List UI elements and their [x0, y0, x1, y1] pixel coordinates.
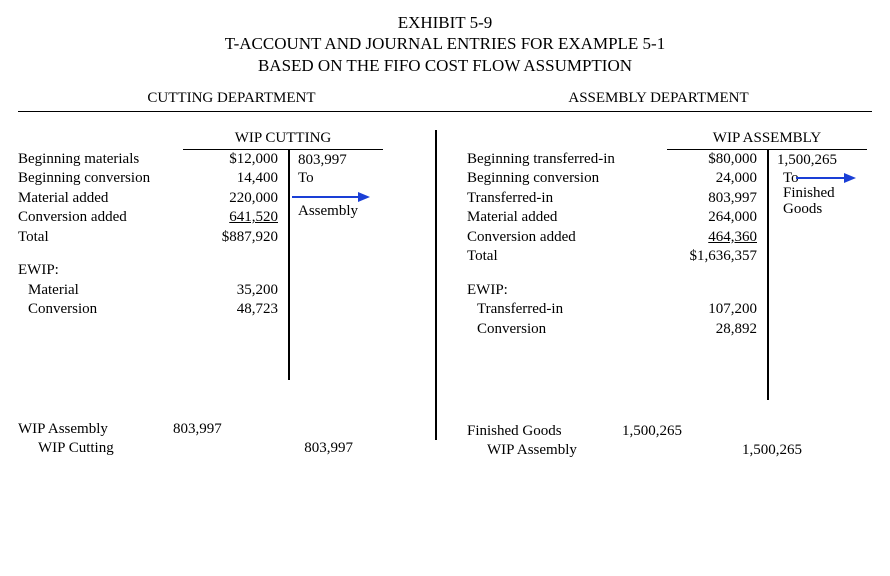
- cutting-credit-value: 803,997: [298, 152, 383, 169]
- assembly-ewip-transferred-label: Transferred-in: [467, 300, 672, 320]
- wip-cutting-title: WIP CUTTING: [183, 130, 383, 150]
- assembly-beg-transferred-value: $80,000: [672, 150, 767, 170]
- cutting-conversion-added-value: 641,520: [203, 208, 288, 228]
- cutting-beg-materials-value: $12,000: [203, 150, 288, 170]
- cutting-total-label: Total: [18, 228, 203, 248]
- cutting-material-added-label: Material added: [18, 189, 203, 209]
- cutting-journal-dr-amount: 803,997: [173, 420, 258, 440]
- assembly-beg-conversion-label: Beginning conversion: [467, 169, 672, 189]
- assembly-conversion-added-label: Conversion added: [467, 228, 672, 248]
- cutting-dept-title: CUTTING DEPARTMENT: [18, 90, 445, 107]
- assembly-ewip-conversion-value: 28,892: [672, 320, 767, 340]
- arrow-to-finished-goods-icon: [796, 172, 856, 184]
- assembly-ewip-title: EWIP:: [467, 281, 767, 301]
- cutting-ewip-material-value: 35,200: [203, 281, 288, 301]
- assembly-ewip-transferred-value: 107,200: [672, 300, 767, 320]
- wip-assembly-title: WIP ASSEMBLY: [667, 130, 867, 150]
- assembly-debit-side: Beginning transferred-in$80,000 Beginnin…: [467, 150, 767, 400]
- assembly-journal-dr-amount: 1,500,265: [622, 422, 707, 442]
- cutting-panel: WIP CUTTING Beginning materials$12,000 B…: [18, 130, 435, 461]
- assembly-credit-side: 1,500,265 To Finished Goods: [767, 150, 872, 400]
- arrow-to-assembly-icon: [292, 191, 370, 203]
- cutting-ewip-conversion-label: Conversion: [18, 300, 203, 320]
- cutting-journal-cr-account: WIP Cutting: [18, 439, 173, 459]
- assembly-dept-title: ASSEMBLY DEPARTMENT: [445, 90, 872, 107]
- assembly-credit-note-goods: Goods: [777, 200, 872, 219]
- cutting-ewip-conversion-value: 48,723: [203, 300, 288, 320]
- cutting-conversion-added-label: Conversion added: [18, 208, 203, 228]
- assembly-journal-cr-amount: 1,500,265: [707, 441, 802, 461]
- assembly-journal-entry: Finished Goods 1,500,265 WIP Assembly 1,…: [467, 422, 872, 461]
- cutting-credit-side: 803,997 To Assembly: [288, 150, 383, 380]
- assembly-panel: WIP ASSEMBLY Beginning transferred-in$80…: [437, 130, 872, 461]
- title-line-1: EXHIBIT 5-9: [18, 12, 872, 33]
- cutting-beg-conversion-label: Beginning conversion: [18, 169, 203, 189]
- cutting-ewip-title: EWIP:: [18, 261, 288, 281]
- title-line-2: T-ACCOUNT AND JOURNAL ENTRIES FOR EXAMPL…: [18, 33, 872, 54]
- cutting-journal-entry: WIP Assembly 803,997 WIP Cutting 803,997: [18, 420, 415, 459]
- department-header-row: CUTTING DEPARTMENT ASSEMBLY DEPARTMENT: [18, 90, 872, 112]
- cutting-debit-side: Beginning materials$12,000 Beginning con…: [18, 150, 288, 380]
- exhibit-title-block: EXHIBIT 5-9 T-ACCOUNT AND JOURNAL ENTRIE…: [18, 12, 872, 76]
- assembly-total-value: $1,636,357: [672, 247, 767, 267]
- assembly-journal-dr-account: Finished Goods: [467, 422, 622, 442]
- cutting-beg-conversion-value: 14,400: [203, 169, 288, 189]
- cutting-journal-cr-amount: 803,997: [258, 439, 353, 459]
- assembly-beg-conversion-value: 24,000: [672, 169, 767, 189]
- cutting-material-added-value: 220,000: [203, 189, 288, 209]
- assembly-conversion-added-value: 464,360: [672, 228, 767, 248]
- cutting-credit-note-to: To: [298, 170, 314, 186]
- assembly-ewip-conversion-label: Conversion: [467, 320, 672, 340]
- assembly-credit-value: 1,500,265: [777, 152, 872, 169]
- cutting-beg-materials-label: Beginning materials: [18, 150, 203, 170]
- assembly-journal-cr-account: WIP Assembly: [467, 441, 622, 461]
- assembly-transferred-in-label: Transferred-in: [467, 189, 672, 209]
- assembly-material-added-label: Material added: [467, 208, 672, 228]
- assembly-total-label: Total: [467, 247, 672, 267]
- assembly-beg-transferred-label: Beginning transferred-in: [467, 150, 672, 170]
- title-line-3: BASED ON THE FIFO COST FLOW ASSUMPTION: [18, 55, 872, 76]
- cutting-credit-note-dest: Assembly: [298, 202, 383, 221]
- main-content: WIP CUTTING Beginning materials$12,000 B…: [18, 130, 872, 461]
- cutting-journal-dr-account: WIP Assembly: [18, 420, 173, 440]
- cutting-ewip-material-label: Material: [18, 281, 203, 301]
- assembly-transferred-in-value: 803,997: [672, 189, 767, 209]
- assembly-material-added-value: 264,000: [672, 208, 767, 228]
- cutting-total-value: $887,920: [203, 228, 288, 248]
